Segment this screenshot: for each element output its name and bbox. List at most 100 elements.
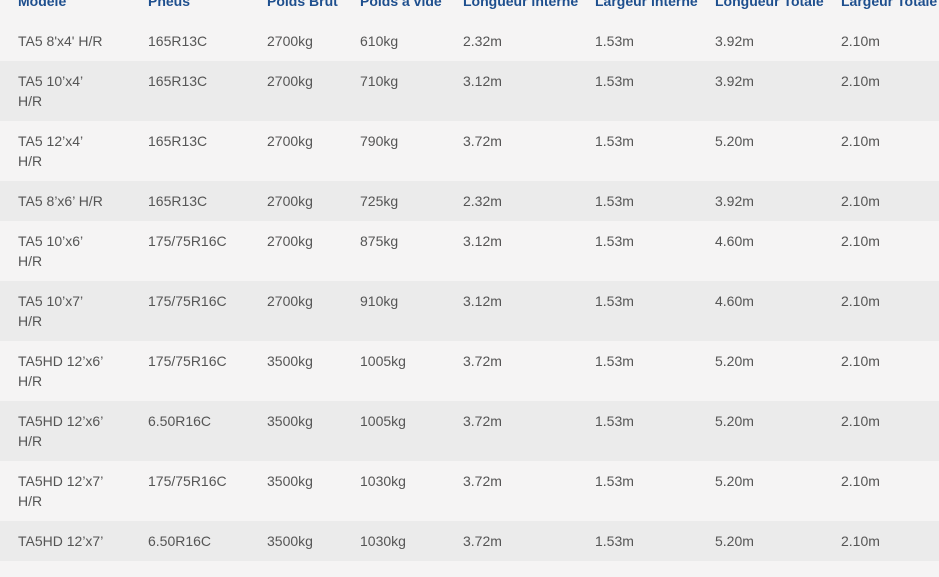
cell-total-length: 4.60m (715, 281, 841, 341)
cell-empty-weight: 710kg (360, 61, 463, 121)
cell-total-width: 2.10m (841, 341, 939, 401)
cell-internal-width: 1.53m (595, 221, 715, 281)
cell-gross-weight: 3500kg (267, 521, 360, 561)
cell-internal-width: 1.53m (595, 281, 715, 341)
cell-total-length: 5.20m (715, 461, 841, 521)
table-row: TA5 12’x4’ H/R 165R13C 2700kg 790kg 3.72m 1.5… (0, 121, 939, 181)
cell-internal-length: 3.72m (463, 401, 595, 461)
cell-internal-length: 3.72m (463, 521, 595, 561)
cell-tyres: 175/75R16C (148, 341, 267, 401)
cell-total-width: 2.10m (841, 21, 939, 61)
cell-total-width: 2.10m (841, 461, 939, 521)
cell-internal-length: 3.72m (463, 341, 595, 401)
column-header-tyres: Pneus (148, 0, 191, 9)
column-header-internal-length: Longueur interne (463, 0, 579, 9)
cell-total-width: 2.10m (841, 401, 939, 461)
cell-internal-length: 3.72m (463, 461, 595, 521)
cell-model: TA5HD 12’x7’ H/R (0, 461, 148, 521)
cell-internal-width: 1.53m (595, 341, 715, 401)
cell-internal-length: 3.12m (463, 61, 595, 121)
table-header-row: Modèle Pneus Poids Brut Poids à vide Longueu… (0, 0, 939, 21)
cell-model: TA5 12’x4’ H/R (0, 121, 148, 181)
column-header-gross-weight: Poids Brut (267, 0, 338, 9)
cell-gross-weight: 3500kg (267, 401, 360, 461)
cell-empty-weight: 610kg (360, 21, 463, 61)
cell-tyres: 175/75R16C (148, 461, 267, 521)
cell-model: TA5 10’x7’ H/R (0, 281, 148, 341)
cell-tyres: 165R13C (148, 21, 267, 61)
cell-tyres: 165R13C (148, 181, 267, 221)
cell-internal-width: 1.53m (595, 61, 715, 121)
cell-empty-weight: 1005kg (360, 341, 463, 401)
cell-empty-weight: 790kg (360, 121, 463, 181)
column-header-total-length: Longueur Totale (715, 0, 824, 9)
cell-gross-weight: 3500kg (267, 461, 360, 521)
cell-internal-width: 1.53m (595, 121, 715, 181)
cell-total-width: 2.10m (841, 221, 939, 281)
cell-internal-width: 1.53m (595, 181, 715, 221)
table-row: TA5 8’x6’ H/R 165R13C 2700kg 725kg 2.32m 1.53… (0, 181, 939, 221)
cell-total-width: 2.10m (841, 521, 939, 561)
cell-total-length: 5.20m (715, 401, 841, 461)
cell-model: TA5 8’x6’ H/R (0, 181, 148, 221)
cell-empty-weight: 1030kg (360, 521, 463, 561)
cell-total-width: 2.10m (841, 121, 939, 181)
cell-total-length: 5.20m (715, 121, 841, 181)
cell-model: TA5 8'x4' H/R (0, 21, 148, 61)
table-row: TA5HD 12’x6’ H/R 6.50R16C 3500kg 1005kg 3.72… (0, 401, 939, 461)
cell-empty-weight: 875kg (360, 221, 463, 281)
cell-total-length: 3.92m (715, 61, 841, 121)
cell-total-width: 2.10m (841, 181, 939, 221)
cell-internal-width: 1.53m (595, 521, 715, 561)
table-row: TA5 10’x6’ H/R 175/75R16C 2700kg 875kg 3.12m… (0, 221, 939, 281)
table-row: TA5HD 12’x7’ H/R 175/75R16C 3500kg 1030kg 3.… (0, 461, 939, 521)
cell-total-length: 5.20m (715, 341, 841, 401)
table-row: TA5HD 12’x7’ 6.50R16C 3500kg 1030kg 3.72m 1.5… (0, 521, 939, 561)
cell-gross-weight: 2700kg (267, 121, 360, 181)
cell-tyres: 175/75R16C (148, 281, 267, 341)
table-row: TA5HD 12’x6’ H/R 175/75R16C 3500kg 1005kg 3.… (0, 341, 939, 401)
cell-internal-length: 3.12m (463, 281, 595, 341)
table-row: TA5 8'x4' H/R 165R13C 2700kg 610kg 2.32m 1.53… (0, 21, 939, 61)
cell-total-length: 5.20m (715, 521, 841, 561)
column-header-internal-width: Largeur interne (595, 0, 698, 9)
cell-internal-width: 1.53m (595, 461, 715, 521)
cell-model: TA5 10’x6’ H/R (0, 221, 148, 281)
cell-model: TA5 10’x4’ H/R (0, 61, 148, 121)
cell-gross-weight: 2700kg (267, 61, 360, 121)
trailer-specs-table: Modèle Pneus Poids Brut Poids à vide Longueu… (0, 0, 939, 561)
cell-total-length: 3.92m (715, 21, 841, 61)
cell-empty-weight: 1030kg (360, 461, 463, 521)
cell-model: TA5HD 12’x7’ (0, 521, 148, 561)
cell-tyres: 165R13C (148, 61, 267, 121)
column-header-model: Modèle (18, 0, 67, 9)
cell-internal-length: 2.32m (463, 21, 595, 61)
column-header-total-width: Largeur Totale (841, 0, 938, 9)
cell-tyres: 6.50R16C (148, 401, 267, 461)
cell-gross-weight: 3500kg (267, 341, 360, 401)
column-header-empty-weight: Poids à vide (360, 0, 442, 9)
cell-internal-width: 1.53m (595, 401, 715, 461)
cell-gross-weight: 2700kg (267, 281, 360, 341)
cell-internal-width: 1.53m (595, 21, 715, 61)
cell-tyres: 175/75R16C (148, 221, 267, 281)
cell-model: TA5HD 12’x6’ H/R (0, 401, 148, 461)
cell-empty-weight: 910kg (360, 281, 463, 341)
cell-empty-weight: 725kg (360, 181, 463, 221)
cell-tyres: 6.50R16C (148, 521, 267, 561)
cell-gross-weight: 2700kg (267, 221, 360, 281)
cell-internal-length: 3.12m (463, 221, 595, 281)
table-row: TA5 10’x4’ H/R 165R13C 2700kg 710kg 3.12m 1.5… (0, 61, 939, 121)
cell-internal-length: 2.32m (463, 181, 595, 221)
cell-total-width: 2.10m (841, 61, 939, 121)
cell-model: TA5HD 12’x6’ H/R (0, 341, 148, 401)
cell-total-width: 2.10m (841, 281, 939, 341)
cell-tyres: 165R13C (148, 121, 267, 181)
cell-gross-weight: 2700kg (267, 181, 360, 221)
cell-total-length: 3.92m (715, 181, 841, 221)
table-row: TA5 10’x7’ H/R 175/75R16C 2700kg 910kg 3.12m… (0, 281, 939, 341)
cell-internal-length: 3.72m (463, 121, 595, 181)
cell-empty-weight: 1005kg (360, 401, 463, 461)
cell-gross-weight: 2700kg (267, 21, 360, 61)
cell-total-length: 4.60m (715, 221, 841, 281)
